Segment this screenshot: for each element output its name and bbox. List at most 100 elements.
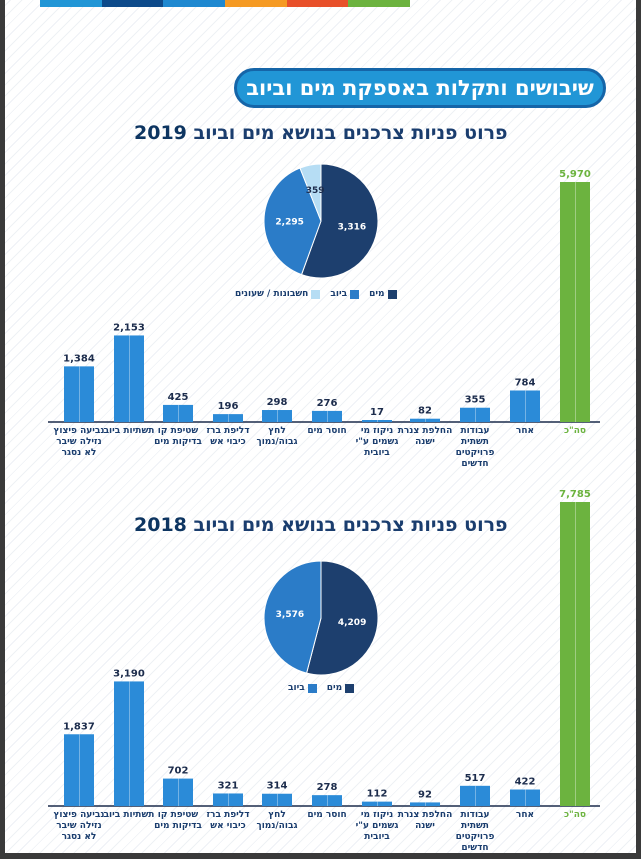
bar-highlight xyxy=(475,407,476,422)
legend-swatch xyxy=(307,683,317,693)
bar-highlight xyxy=(575,502,576,806)
bar xyxy=(362,420,392,422)
legend-item-bills: חשבונות / שעונים xyxy=(235,289,321,299)
total-bar xyxy=(560,182,590,422)
data-label: 1,384 xyxy=(63,353,95,364)
chart-title-text: פרוט פניות צרכנים בנושא מים וביוב xyxy=(193,514,508,536)
pie-slice xyxy=(263,560,322,674)
legend-label: מים xyxy=(326,683,343,693)
data-label: 17 xyxy=(370,407,384,418)
category-label: סה"כ xyxy=(563,810,587,820)
bar xyxy=(163,778,193,806)
bar xyxy=(312,410,342,422)
data-label: 422 xyxy=(515,777,536,788)
data-label: 702 xyxy=(168,766,189,777)
category-label: עבודות תשתית פרויקטים חדשים xyxy=(455,810,495,853)
category-label: לחץ גבוה/נמוך xyxy=(256,810,298,831)
chart-title-text: פרוט פניות צרכנים בנושא מים וביוב xyxy=(193,122,508,144)
pie-slice xyxy=(299,163,322,222)
category-label: נביעה פיצוץ נזילה שיבר לא נסגר xyxy=(53,426,105,458)
bar-highlight xyxy=(525,390,526,422)
bar-highlight xyxy=(425,802,426,806)
bar xyxy=(114,335,144,422)
category-label: החלפת צנרת ישנה xyxy=(397,426,453,447)
bar-highlight xyxy=(228,414,229,422)
banner-title: שיבושים ותקלות באספקת מים וביוב xyxy=(246,76,594,100)
bar-highlight xyxy=(79,366,80,422)
legend-swatch xyxy=(345,683,355,693)
data-label: 355 xyxy=(465,395,486,406)
bar-highlight xyxy=(425,418,426,422)
category-label: דליפת ברז כיבוי אש xyxy=(206,810,250,831)
category-label: דליפת ברז כיבוי אש xyxy=(206,426,250,447)
bar-highlight xyxy=(129,681,130,806)
pie-value-label: 2,295 xyxy=(275,217,303,227)
legend-swatch xyxy=(311,289,321,299)
data-label: 276 xyxy=(317,398,338,409)
bar-highlight xyxy=(327,410,328,422)
category-label: תשתיות ביוב xyxy=(103,810,155,820)
category-label: חוסר מים xyxy=(307,426,347,436)
data-label: 425 xyxy=(168,392,189,403)
color-strip-segment xyxy=(163,0,226,7)
category-label: שטיפת קו בדיקות מים xyxy=(154,426,202,447)
bar-highlight xyxy=(277,410,278,422)
bar-highlight xyxy=(79,734,80,806)
legend-label: מים xyxy=(369,289,385,299)
category-label: אחר xyxy=(515,810,535,820)
data-label: 517 xyxy=(465,773,486,784)
data-label: 92 xyxy=(418,789,432,800)
pie-slice xyxy=(300,163,379,279)
bar-highlight xyxy=(178,778,179,806)
chart-title-2018: פרוט פניות צרכנים בנושא מים וביוב 2018 xyxy=(134,514,508,536)
total-bar xyxy=(560,502,590,806)
data-label: 7,785 xyxy=(559,489,591,500)
data-label: 112 xyxy=(367,789,388,800)
bar-highlight xyxy=(129,335,130,422)
legend-swatch xyxy=(350,289,360,299)
bar xyxy=(262,410,292,422)
page-banner: שיבושים ותקלות באספקת מים וביוב xyxy=(234,68,606,108)
category-label: החלפת צנרת ישנה xyxy=(397,810,453,831)
legend-label: ביוב xyxy=(288,683,305,693)
color-strip-segment xyxy=(286,0,349,7)
pie-legend-2019: מים ביוב חשבונות / שעונים xyxy=(235,289,397,299)
bar xyxy=(114,681,144,806)
bar xyxy=(163,404,193,422)
color-strip-segment xyxy=(40,0,102,7)
data-label: 314 xyxy=(267,781,288,792)
category-label: אחר xyxy=(515,426,535,436)
data-label: 82 xyxy=(418,406,432,417)
frame-right-edge xyxy=(636,0,641,859)
pie-value-label: 359 xyxy=(306,186,325,196)
category-label: תשתיות ביוב xyxy=(103,426,155,436)
color-strip xyxy=(40,0,411,7)
legend-item-water: מים xyxy=(369,289,397,299)
legend-item-sewage: ביוב xyxy=(330,289,360,299)
category-label: נביעה פיצוץ נזילה שיבר לא נסגר xyxy=(53,810,105,842)
category-label: ניקוז מי גשמים ע"י ביובית xyxy=(355,426,399,458)
bar-highlight xyxy=(475,785,476,806)
bar xyxy=(64,734,94,806)
pie-value-label: 3,576 xyxy=(276,610,304,620)
category-label: ניקוז מי גשמים ע"י ביובית xyxy=(355,810,399,842)
legend-label: ביוב xyxy=(330,289,348,299)
bar-highlight xyxy=(377,420,378,422)
pie-value-label: 4,209 xyxy=(338,618,366,628)
chart-title-year: 2018 xyxy=(134,514,187,536)
data-label: 784 xyxy=(515,377,536,388)
bar xyxy=(262,793,292,806)
data-label: 278 xyxy=(317,782,338,793)
bar-highlight xyxy=(277,793,278,806)
bar-highlight xyxy=(327,795,328,806)
legend-item-water: מים xyxy=(326,683,355,693)
bar xyxy=(460,785,490,806)
bar-highlight xyxy=(525,789,526,806)
legend-item-sewage: ביוב xyxy=(288,683,317,693)
data-label: 196 xyxy=(218,401,239,412)
category-label: סה"כ xyxy=(563,426,587,436)
bar xyxy=(312,795,342,806)
data-label: 1,837 xyxy=(63,721,95,732)
bar-highlight xyxy=(377,801,378,806)
legend-swatch xyxy=(387,289,397,299)
